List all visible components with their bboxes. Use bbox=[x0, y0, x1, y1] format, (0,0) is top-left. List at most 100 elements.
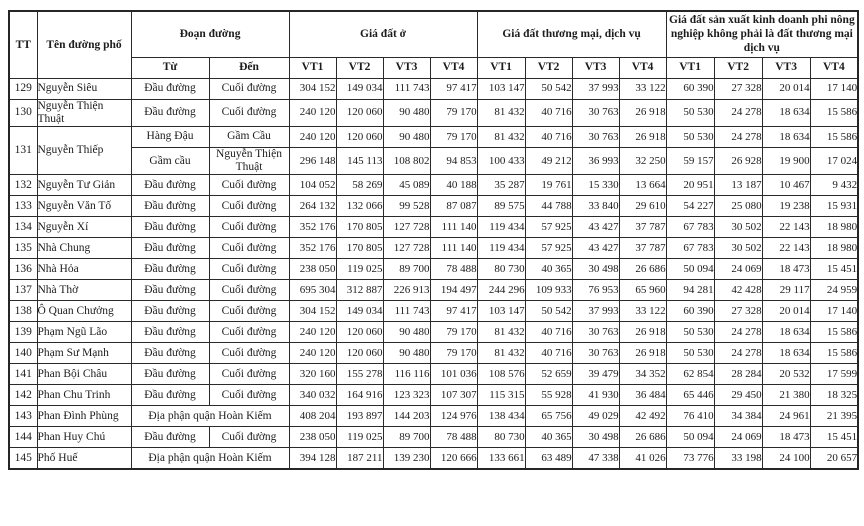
price-cell: 35 287 bbox=[476, 174, 526, 197]
segment-from-cell: Đầu đường bbox=[130, 237, 210, 260]
price-cell: 149 034 bbox=[335, 77, 384, 100]
price-cell: 37 993 bbox=[571, 300, 620, 323]
col-header-vt1: VT1 bbox=[476, 56, 526, 79]
price-cell: 24 100 bbox=[761, 447, 811, 470]
segment-from-cell: Hàng Đậu bbox=[130, 125, 210, 148]
segment-to-cell: Gầm Cầu bbox=[208, 125, 290, 148]
price-cell: 24 278 bbox=[713, 125, 763, 148]
price-cell: 65 756 bbox=[524, 405, 573, 428]
price-cell: 22 143 bbox=[761, 216, 811, 239]
price-cell: 18 634 bbox=[761, 125, 811, 148]
price-cell: 170 805 bbox=[335, 237, 384, 260]
price-cell: 25 080 bbox=[713, 195, 763, 218]
price-cell: 394 128 bbox=[288, 447, 337, 470]
price-cell: 33 122 bbox=[618, 300, 667, 323]
price-cell: 115 315 bbox=[476, 384, 526, 407]
price-cell: 50 530 bbox=[665, 98, 715, 127]
price-cell: 352 176 bbox=[288, 237, 337, 260]
row-number-cell: 138 bbox=[8, 300, 38, 323]
price-cell: 27 328 bbox=[713, 300, 763, 323]
segment-to-cell: Cuối đường bbox=[208, 363, 290, 386]
price-cell: 15 586 bbox=[809, 321, 859, 344]
price-cell: 37 787 bbox=[618, 216, 667, 239]
row-number-cell: 132 bbox=[8, 174, 38, 197]
price-cell: 19 900 bbox=[761, 146, 811, 176]
table-body: 129 Nguyễn Siêu Đầu đường Cuối đường 304 152… bbox=[8, 77, 859, 470]
price-cell: 90 480 bbox=[382, 342, 431, 365]
col-header-production-group: Giá đất sản xuất kinh doanh phi nông ngh… bbox=[665, 10, 859, 58]
table-row: 131 Nguyễn Thiếp Hàng Đậu Gầm Cầu 240 120 120… bbox=[8, 125, 859, 176]
price-cell: 44 788 bbox=[524, 195, 573, 218]
segment-merged-cell: Địa phận quận Hoàn Kiếm bbox=[130, 447, 290, 470]
price-cell: 18 980 bbox=[809, 237, 859, 260]
price-cell: 30 763 bbox=[571, 342, 620, 365]
col-header-vt4: VT4 bbox=[809, 56, 859, 79]
price-cell: 119 434 bbox=[476, 237, 526, 260]
price-cell: 90 480 bbox=[382, 98, 431, 127]
col-header-vt3: VT3 bbox=[761, 56, 811, 79]
street-name-cell: Nguyễn Thiện Thuật bbox=[36, 98, 132, 127]
price-cell: 40 716 bbox=[524, 125, 573, 148]
row-number-cell: 131 bbox=[8, 125, 38, 176]
table-row: 129 Nguyễn Siêu Đầu đường Cuối đường 304 152… bbox=[8, 77, 859, 100]
price-cell: 30 502 bbox=[713, 216, 763, 239]
segment-to-cell: Cuối đường bbox=[208, 279, 290, 302]
price-cell: 62 854 bbox=[665, 363, 715, 386]
table-row: 137 Nhà Thờ Đầu đường Cuối đường 695 304 312 … bbox=[8, 279, 859, 302]
street-name-cell: Phạm Sư Mạnh bbox=[36, 342, 132, 365]
price-cell: 119 025 bbox=[335, 426, 384, 449]
col-header-vt2: VT2 bbox=[335, 56, 384, 79]
price-cell: 81 432 bbox=[476, 125, 526, 148]
price-cell: 42 428 bbox=[713, 279, 763, 302]
price-cell: 695 304 bbox=[288, 279, 337, 302]
street-name-cell: Nguyễn Văn Tố bbox=[36, 195, 132, 218]
price-cell: 63 489 bbox=[524, 447, 573, 470]
price-cell: 26 918 bbox=[618, 321, 667, 344]
price-cell: 120 060 bbox=[335, 98, 384, 127]
price-cell: 127 728 bbox=[382, 216, 431, 239]
price-cell: 240 120 bbox=[288, 98, 337, 127]
segment-to-cell: Cuối đường bbox=[208, 237, 290, 260]
price-cell: 22 143 bbox=[761, 237, 811, 260]
col-header-vt1: VT1 bbox=[665, 56, 715, 79]
street-name-cell: Phan Đình Phùng bbox=[36, 405, 132, 428]
segment-merged-cell: Địa phận quận Hoàn Kiếm bbox=[130, 405, 290, 428]
header-row-sub: Từ Đến VT1 VT2 VT3 VT4 VT1 VT2 VT3 VT4 V… bbox=[9, 56, 859, 79]
table-row: 140 Phạm Sư Mạnh Đầu đường Cuối đường 240 12… bbox=[8, 342, 859, 365]
price-cell: 34 352 bbox=[618, 363, 667, 386]
price-cell: 104 052 bbox=[288, 174, 337, 197]
price-cell: 170 805 bbox=[335, 216, 384, 239]
price-cell: 76 953 bbox=[571, 279, 620, 302]
price-cell: 15 451 bbox=[809, 426, 859, 449]
price-cell: 240 120 bbox=[288, 342, 337, 365]
street-name-cell: Phan Chu Trinh bbox=[36, 384, 132, 407]
col-header-from: Từ bbox=[130, 56, 210, 79]
price-cell: 33 198 bbox=[713, 447, 763, 470]
segment-from-cell: Đầu đường bbox=[130, 384, 210, 407]
price-cell: 26 686 bbox=[618, 258, 667, 281]
price-cell: 304 152 bbox=[288, 77, 337, 100]
price-cell: 123 323 bbox=[382, 384, 431, 407]
price-cell: 101 036 bbox=[429, 363, 478, 386]
table-row: Gầm cầu Nguyễn Thiện Thuật 296 148 145 113 1… bbox=[9, 146, 859, 176]
price-cell: 40 716 bbox=[524, 98, 573, 127]
price-cell: 164 916 bbox=[335, 384, 384, 407]
segment-from-cell: Đầu đường bbox=[130, 426, 210, 449]
price-cell: 30 498 bbox=[571, 258, 620, 281]
table-header: TT Tên đường phố Đoạn đường Giá đất ở Gi… bbox=[8, 10, 859, 79]
price-cell: 17 140 bbox=[809, 300, 859, 323]
table-row: 145 Phố Huế Địa phận quận Hoàn Kiếm 394 128… bbox=[8, 447, 859, 470]
price-cell: 79 170 bbox=[429, 125, 478, 148]
price-cell: 120 060 bbox=[335, 342, 384, 365]
segment-from-cell: Đầu đường bbox=[130, 300, 210, 323]
street-name-cell: Nguyễn Thiếp bbox=[36, 125, 132, 176]
price-cell: 29 450 bbox=[713, 384, 763, 407]
price-cell: 352 176 bbox=[288, 216, 337, 239]
segment-to-cell: Cuối đường bbox=[208, 321, 290, 344]
segment-from-cell: Đầu đường bbox=[130, 195, 210, 218]
price-cell: 20 657 bbox=[809, 447, 859, 470]
price-cell: 30 498 bbox=[571, 426, 620, 449]
price-cell: 40 716 bbox=[524, 321, 573, 344]
segment-to-cell: Cuối đường bbox=[208, 300, 290, 323]
price-cell: 73 776 bbox=[665, 447, 715, 470]
